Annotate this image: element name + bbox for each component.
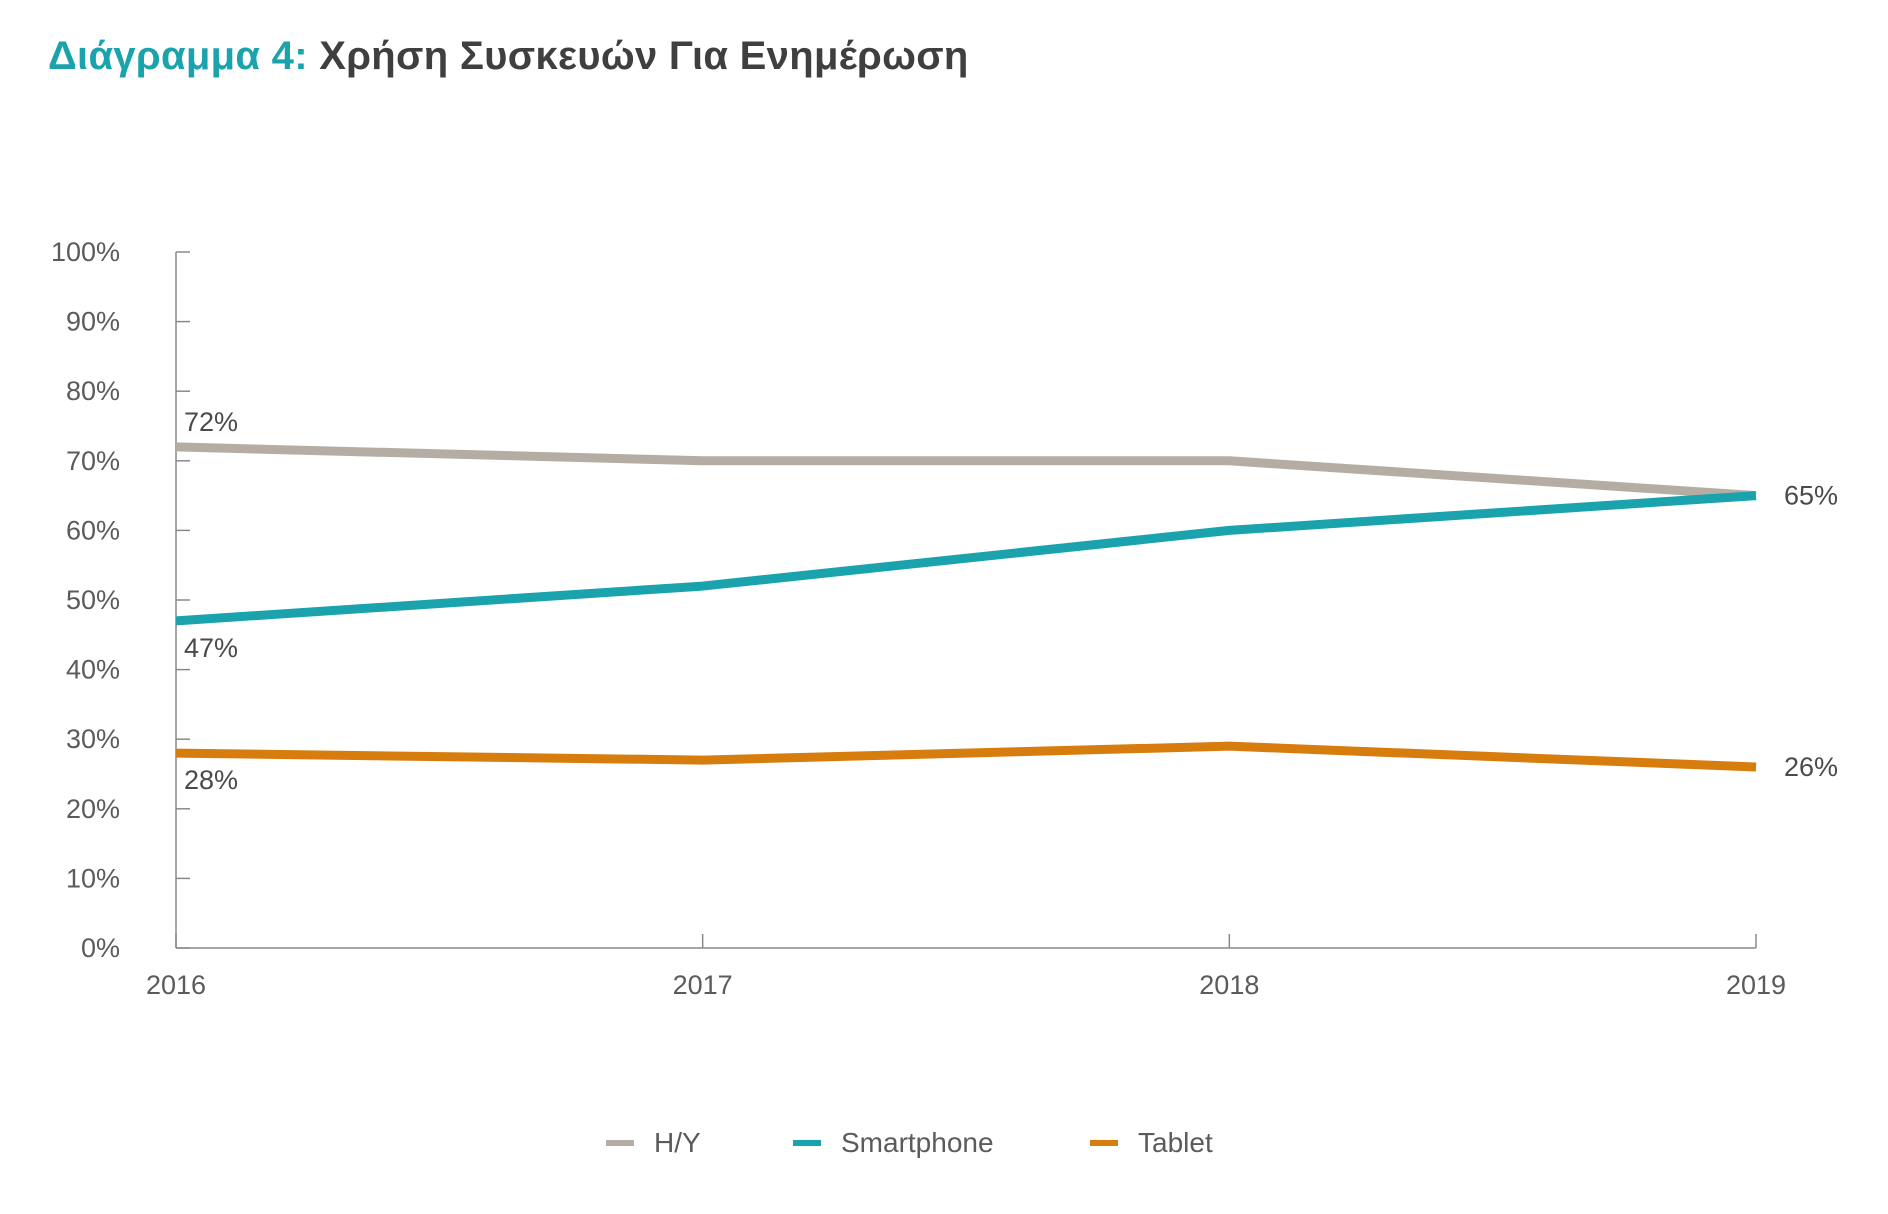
chart-title-text: Χρήση Συσκευών Για Ενημέρωση <box>307 34 969 78</box>
series-line-tablet <box>175 741 1757 772</box>
data-label: 28% <box>184 765 238 795</box>
x-tick-label: 2016 <box>146 970 206 1000</box>
y-tick-label: 20% <box>66 794 120 824</box>
y-tick-label: 50% <box>66 585 120 615</box>
y-tick-label: 30% <box>66 724 120 754</box>
y-tick-label: 80% <box>66 376 120 406</box>
chart-title: Διάγραμμα 4: Χρήση Συσκευών Για Ενημέρωσ… <box>48 34 969 79</box>
y-tick-label: 0% <box>81 933 120 963</box>
chart-axes: 0% 10% 20% 30% 40% 50% 60% 70% 80% 90% 100% 2016 201… <box>51 237 1786 1000</box>
legend-label: Tablet <box>1138 1127 1213 1158</box>
y-tick-label: 40% <box>66 655 120 685</box>
data-label: 47% <box>184 633 238 663</box>
chart-title-prefix: Διάγραμμα 4: <box>48 34 308 78</box>
legend-label: H/Y <box>654 1127 701 1158</box>
data-label: 72% <box>184 407 238 437</box>
data-label: 26% <box>1784 752 1838 782</box>
series-line-smartphone <box>175 491 1757 626</box>
x-tick-label: 2018 <box>1199 970 1259 1000</box>
y-tick-label: 60% <box>66 515 120 545</box>
y-tick-label: 70% <box>66 446 120 476</box>
x-tick-label: 2019 <box>1726 970 1786 1000</box>
y-tick-label: 100% <box>51 237 120 267</box>
x-tick-label: 2017 <box>673 970 733 1000</box>
y-tick-label: 90% <box>66 307 120 337</box>
chart-series <box>175 442 1757 772</box>
y-tick-label: 10% <box>66 863 120 893</box>
data-labels: 72% 65% 47% 28% 26% <box>184 407 1838 795</box>
legend-label: Smartphone <box>841 1127 994 1158</box>
data-label: 65% <box>1784 481 1838 511</box>
series-line-h-y <box>175 442 1757 501</box>
chart-legend: H/Y Smartphone Tablet <box>606 1127 1213 1158</box>
